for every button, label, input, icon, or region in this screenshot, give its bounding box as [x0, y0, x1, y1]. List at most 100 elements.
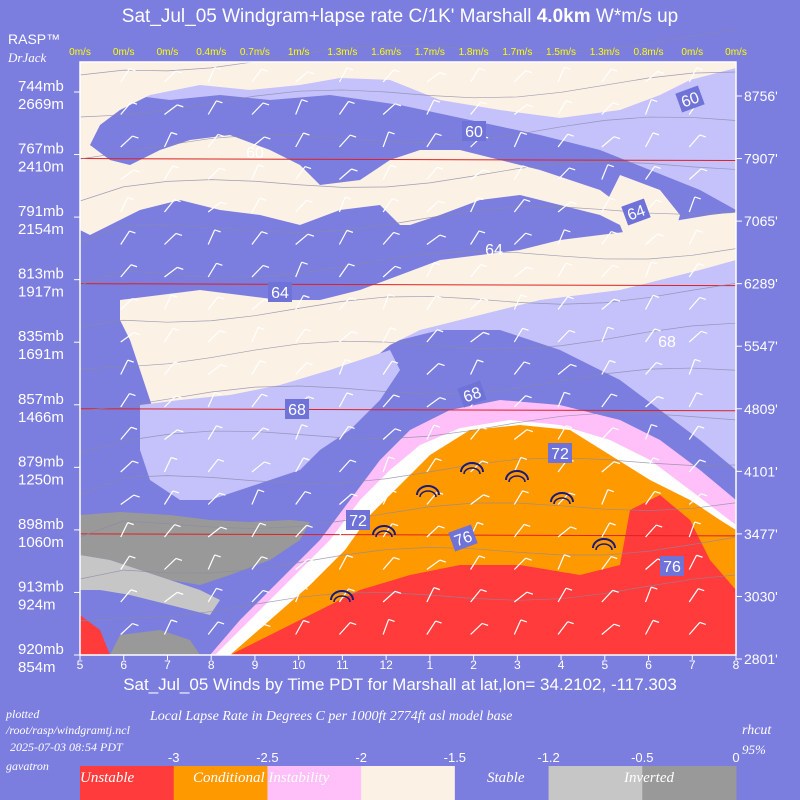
- wind-barb: [688, 330, 708, 343]
- wind-barb: [120, 589, 138, 603]
- wind-barb: [513, 361, 531, 375]
- legend-tick: -2.5: [256, 750, 278, 765]
- wind-barb: [338, 459, 357, 473]
- wind-barb: [251, 556, 268, 570]
- wind-barb: [645, 457, 660, 473]
- wind-barb: [557, 66, 571, 83]
- wind-barb: [470, 196, 484, 213]
- wind-barb: [382, 523, 399, 538]
- x-tick-hour: 9: [252, 658, 259, 672]
- wind-barb: [470, 359, 484, 375]
- wind-barb: [601, 298, 621, 310]
- wind-barb: [120, 101, 138, 115]
- wind-barb: [120, 197, 134, 213]
- cumulus-marker: [460, 462, 484, 473]
- x-tick-hour: 5: [601, 658, 608, 672]
- wind-barb: [470, 169, 490, 180]
- wind-barb: [470, 297, 489, 310]
- near-neutral-region: [80, 62, 736, 235]
- wind-barb: [688, 588, 705, 603]
- legend-swatch: [361, 766, 456, 800]
- author-brand: DrJack: [8, 50, 47, 65]
- wind-barb: [164, 557, 183, 570]
- x-tick-hour: 12: [379, 658, 393, 672]
- wind-barb: [557, 296, 574, 310]
- wind-barb: [688, 134, 706, 148]
- wind-barb: [470, 588, 487, 603]
- contour-line: [79, 502, 737, 538]
- wstar-value: 0m/s: [681, 47, 703, 58]
- wind-barb: [295, 586, 308, 603]
- y-tick-pressure: 744mb: [18, 78, 64, 95]
- wind-barb: [557, 133, 574, 148]
- wind-barb: [645, 362, 663, 375]
- y-tick-height-m: 2410m: [18, 159, 64, 176]
- wind-barb: [426, 458, 442, 473]
- chart-title: Sat_Jul_05 Windgram+lapse rate C/1K' Mar…: [121, 6, 679, 27]
- y-tick-height-m: 854m: [18, 659, 56, 676]
- wind-barb: [382, 556, 400, 570]
- wind-barb: [295, 490, 312, 505]
- wind-barb: [207, 492, 226, 505]
- wind-barb: [601, 522, 616, 538]
- contour-line: [79, 457, 737, 496]
- wind-barb: [557, 100, 573, 115]
- wind-barb: [120, 135, 139, 148]
- cumulus-marker: [550, 492, 574, 503]
- wind-barbs: [120, 66, 708, 635]
- wind-barb: [513, 619, 528, 635]
- temperature-contour-label: 60: [246, 145, 264, 162]
- y-tick-height-ft: 4101': [744, 463, 778, 479]
- wind-barb: [426, 133, 442, 148]
- wind-barb: [513, 165, 529, 180]
- x-tick-hour: 11: [336, 658, 349, 672]
- wind-barb: [645, 70, 664, 83]
- wind-barb: [601, 589, 619, 603]
- wind-barb: [338, 263, 355, 278]
- wind-barb: [382, 131, 395, 148]
- legend-colorbar: -3-2.5-2-1.5-1.2-0.500.5: [80, 750, 740, 800]
- cumulus-marker: [505, 470, 529, 481]
- wind-barb: [251, 461, 271, 473]
- wind-barb: [295, 362, 313, 375]
- wind-barb: [382, 69, 400, 83]
- wind-barb: [120, 460, 139, 473]
- plotted-label: plotted: [6, 707, 40, 721]
- wind-barb: [120, 230, 136, 245]
- wind-barb: [601, 393, 618, 408]
- legend-label-inverted: Inverted: [624, 770, 674, 786]
- wind-barb: [688, 459, 706, 473]
- wind-barb: [207, 425, 223, 440]
- wind-barb: [164, 591, 184, 603]
- y-tick-pressure: 767mb: [18, 141, 64, 158]
- wind-barb: [295, 619, 310, 635]
- contour-line: [79, 161, 737, 202]
- wind-barb: [644, 423, 658, 440]
- wind-barb: [338, 554, 354, 570]
- wind-barb: [688, 263, 705, 278]
- wstar-value: 1m/s: [288, 47, 310, 58]
- temperature-contour-lines: [79, 29, 737, 622]
- lapse-rate-field: [80, 62, 736, 655]
- wind-barb: [645, 132, 660, 148]
- wind-barb: [295, 233, 315, 245]
- wind-barb: [120, 393, 136, 408]
- wstar-value: 1.3m/s: [327, 47, 357, 58]
- legend-swatch: [454, 766, 550, 800]
- y-tick-height-ft: 3030': [744, 588, 778, 604]
- wstar-value: 0m/s: [113, 47, 135, 58]
- wind-barb: [251, 68, 268, 83]
- wind-barb: [513, 395, 532, 408]
- wind-barb: [295, 328, 312, 343]
- x-tick-hour: 1: [427, 658, 434, 672]
- unstable-region: [230, 495, 736, 655]
- wind-barb: [207, 364, 227, 375]
- wind-barb: [295, 558, 315, 570]
- contour-line: [79, 367, 737, 412]
- wind-barb: [164, 198, 181, 213]
- legend-tick: -3: [168, 750, 180, 765]
- wind-barb: [207, 296, 225, 310]
- wind-barb: [557, 262, 573, 278]
